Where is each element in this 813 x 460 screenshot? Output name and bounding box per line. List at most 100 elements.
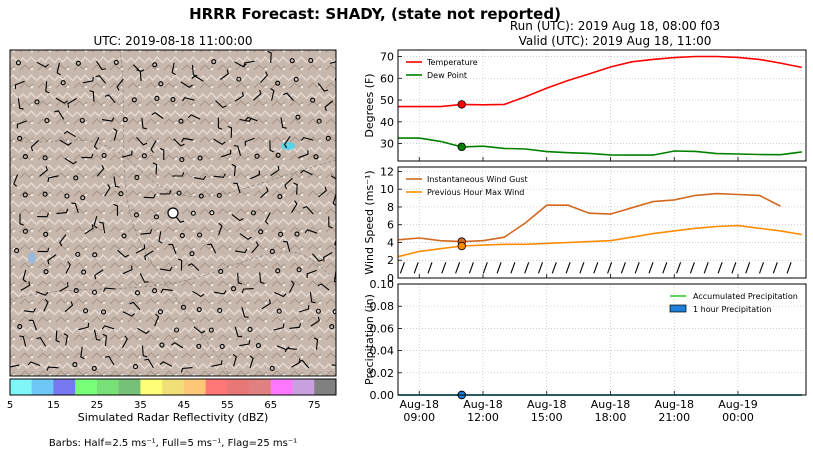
wind-barb bbox=[180, 81, 193, 88]
wind-barb bbox=[259, 272, 265, 284]
station-calm bbox=[179, 157, 185, 163]
station-calm bbox=[275, 268, 281, 274]
run-line: Run (UTC): 2019 Aug 18, 08:00 f03 bbox=[510, 19, 720, 33]
wind-barb bbox=[99, 221, 106, 234]
station-calm bbox=[176, 190, 182, 196]
wind-barb bbox=[36, 337, 47, 347]
valid-time-marker bbox=[457, 241, 466, 251]
station-calm bbox=[153, 214, 159, 220]
wind-barb bbox=[233, 182, 241, 194]
station-calm bbox=[72, 361, 78, 368]
station-calm bbox=[15, 60, 22, 66]
station-calm bbox=[254, 153, 260, 159]
wind-barb bbox=[214, 290, 227, 295]
station-calm bbox=[14, 248, 20, 254]
wind-barb bbox=[219, 69, 229, 81]
station-calm bbox=[255, 342, 261, 349]
wind-barb bbox=[235, 248, 248, 254]
y-tick-label: 0.08 bbox=[370, 300, 395, 313]
barbs-note: Barbs: Half=2.5 ms⁻¹, Full=5 ms⁻¹, Flag=… bbox=[49, 438, 297, 449]
station-calm bbox=[247, 326, 253, 332]
wind-barb bbox=[333, 271, 336, 283]
hourly-wind-barb bbox=[717, 262, 723, 274]
hourly-wind-barb bbox=[468, 262, 474, 274]
wind-barb bbox=[65, 261, 71, 274]
wind-barb bbox=[284, 177, 293, 189]
station-calm bbox=[80, 195, 86, 201]
wind-barb bbox=[173, 138, 185, 147]
station-calm bbox=[218, 268, 224, 274]
wind-barb bbox=[19, 213, 24, 226]
wind-barb bbox=[151, 112, 164, 119]
wind-barb bbox=[152, 162, 158, 175]
legend-label: Temperature bbox=[426, 58, 478, 67]
wind-barb bbox=[143, 193, 156, 199]
wind-barb bbox=[269, 140, 274, 153]
hourly-wind-barb bbox=[634, 262, 640, 274]
station-calm bbox=[230, 286, 237, 292]
hourly-wind-barb bbox=[703, 262, 709, 274]
wind-barb bbox=[253, 89, 262, 101]
hourly-wind-barb bbox=[607, 262, 613, 274]
station-calm bbox=[17, 135, 23, 142]
wind-barb bbox=[215, 100, 227, 109]
wind-barb bbox=[191, 75, 204, 82]
station-calm bbox=[313, 154, 319, 160]
wind-barb bbox=[39, 166, 48, 177]
wind-barb bbox=[338, 118, 343, 129]
station-calm bbox=[134, 174, 140, 181]
wind-barb bbox=[159, 189, 172, 195]
valid-line: Valid (UTC): 2019 Aug 18, 11:00 bbox=[519, 34, 712, 48]
hourly-wind-barb bbox=[731, 262, 737, 274]
wind-barb bbox=[283, 92, 295, 102]
wind-barb bbox=[283, 240, 291, 252]
colorbar-swatch bbox=[96, 379, 119, 395]
colorbar-tick-label: 45 bbox=[177, 400, 190, 411]
wind-barb bbox=[232, 353, 237, 367]
wind-barb bbox=[23, 308, 36, 313]
wind-barb bbox=[94, 269, 104, 280]
station-calm bbox=[152, 62, 158, 68]
hourly-wind-barb bbox=[648, 262, 654, 274]
wind-barb bbox=[289, 280, 295, 293]
hourly-wind-barb bbox=[482, 262, 488, 274]
station-calm bbox=[131, 97, 137, 103]
wind-barb bbox=[339, 349, 343, 361]
wind-barb bbox=[59, 234, 67, 247]
wind-barb bbox=[234, 61, 247, 68]
station-calm bbox=[296, 267, 302, 273]
wind-barb bbox=[17, 98, 24, 110]
station-calm bbox=[79, 117, 85, 123]
station-calm bbox=[132, 364, 139, 370]
chart-panel-2: 0 2 4 6 8 10 12 Wind Speed (ms⁻¹) Instantaneous … bbox=[363, 165, 807, 285]
y-tick-label: 6 bbox=[387, 219, 394, 232]
station-calm bbox=[17, 323, 23, 330]
wind-barb bbox=[64, 301, 74, 313]
station-calm bbox=[316, 118, 322, 124]
wind-barb bbox=[324, 100, 334, 112]
wind-barb bbox=[19, 335, 27, 347]
station-calm bbox=[190, 210, 196, 216]
station-calm bbox=[217, 307, 223, 314]
wind-barb bbox=[95, 74, 107, 84]
wind-barb bbox=[122, 265, 133, 275]
station-calm bbox=[178, 118, 184, 124]
wind-barb bbox=[270, 88, 275, 101]
wind-barb bbox=[45, 81, 50, 94]
station-calm bbox=[196, 343, 202, 349]
wind-barb bbox=[293, 182, 298, 195]
colorbar-swatch bbox=[292, 379, 315, 395]
station-calm bbox=[113, 59, 119, 65]
wind-barb bbox=[330, 175, 336, 180]
wind-barb bbox=[233, 145, 242, 156]
wind-barb bbox=[158, 231, 163, 244]
colorbar-swatch bbox=[118, 379, 141, 395]
station-calm bbox=[152, 288, 158, 294]
station-calm bbox=[236, 76, 242, 82]
station-calm bbox=[196, 306, 202, 313]
wind-barb bbox=[291, 358, 301, 368]
station-calm bbox=[329, 324, 335, 330]
colorbar-swatch bbox=[249, 379, 272, 395]
wind-barb bbox=[180, 367, 193, 373]
